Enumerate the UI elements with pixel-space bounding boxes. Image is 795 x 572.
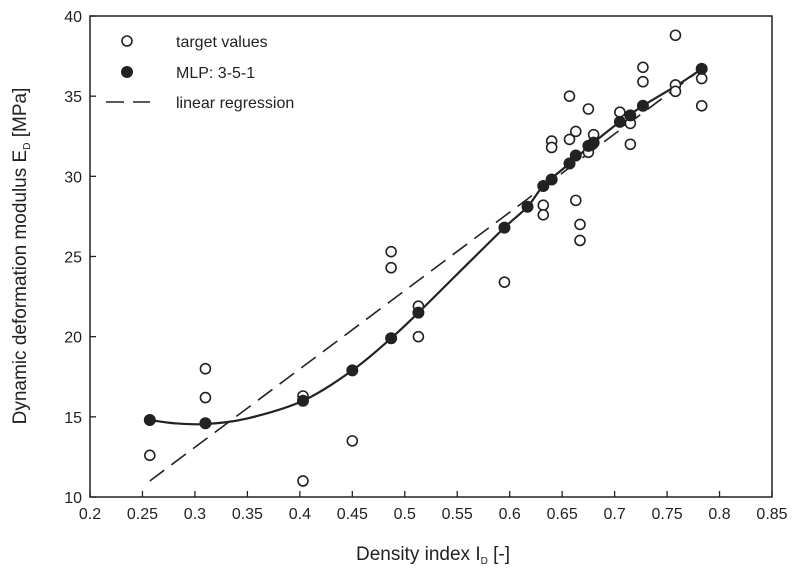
target-value-point (537, 199, 550, 211)
target-value-point (695, 72, 708, 85)
y-tick-label: 30 (64, 169, 82, 186)
y-tick-label: 10 (64, 490, 82, 507)
y-tick-label: 40 (64, 9, 82, 26)
target-value-point (199, 362, 212, 375)
y-tick-label: 15 (64, 410, 82, 427)
target-value-point (498, 276, 511, 288)
target-value-point (563, 90, 576, 102)
target-value-point (582, 103, 595, 115)
x-tick-label: 0.7 (603, 506, 625, 523)
target-value-point (199, 391, 212, 404)
target-value-point (669, 29, 682, 42)
target-value-point (412, 330, 425, 343)
target-value-point (574, 234, 586, 247)
x-tick-label: 0.85 (756, 506, 787, 523)
target-value-point (346, 435, 359, 447)
ticks-layer: 0.2 0.25 0.3 0.35 0.4 0.45 0.5 0.55 0.6 0.65 0.7 0.… (64, 9, 787, 523)
x-tick-label: 0.25 (127, 506, 158, 523)
mlp-point (545, 173, 558, 186)
target-value-point (563, 133, 576, 146)
legend-marker-target-values (121, 35, 133, 47)
target-value-point (637, 61, 649, 74)
mlp-point (199, 417, 212, 430)
x-axis-title-unit: [-] (488, 544, 510, 565)
x-tick-label: 0.75 (652, 506, 683, 523)
plot-frame (89, 15, 773, 498)
mlp-point (569, 149, 582, 162)
legend: target values MLP: 3-5-1 linear regressi… (106, 34, 294, 112)
target-value-point (537, 209, 550, 221)
mlp-point (537, 179, 550, 192)
mlp-point (498, 221, 511, 234)
regression-layer (149, 68, 703, 482)
mlp-point (346, 364, 359, 377)
target-value-point (144, 449, 156, 462)
x-axis-title: Density index ID [-] (356, 544, 510, 567)
target-value-point (545, 141, 558, 154)
y-tick-label: 35 (64, 89, 82, 106)
y-tick-label: 25 (64, 250, 82, 267)
target-value-point (297, 475, 309, 487)
x-tick-label: 0.4 (289, 506, 311, 523)
mlp-point (296, 394, 309, 407)
y-axis-title-unit: [MPa] (10, 88, 31, 143)
target-value-point (574, 218, 586, 231)
y-tick-label: 20 (64, 330, 82, 347)
legend-label-linear-regression: linear regression (176, 95, 294, 112)
x-tick-label: 0.2 (79, 506, 101, 523)
y-axis-title-main: Dynamic deformation modulus E (10, 150, 31, 425)
target-value-point (637, 75, 649, 88)
legend-label-target-values: target values (176, 34, 268, 51)
x-tick-label: 0.45 (337, 506, 368, 523)
points-layer (143, 29, 708, 487)
mlp-point (613, 115, 626, 128)
mlp-point (636, 99, 649, 112)
target-value-point (385, 245, 397, 258)
mlp-point (624, 109, 637, 122)
mlp-point (521, 200, 534, 213)
target-value-point (385, 261, 397, 274)
x-tick-label: 0.6 (499, 506, 521, 523)
x-axis-title-main: Density index I (356, 544, 481, 565)
x-tick-label: 0.55 (442, 506, 473, 523)
y-axis-title: Dynamic deformation modulus ED [MPa] (10, 88, 33, 425)
x-tick-label: 0.3 (184, 506, 206, 523)
y-axis-title-subscript: D (22, 143, 33, 150)
x-tick-label: 0.35 (232, 506, 263, 523)
mlp-point (385, 332, 398, 345)
mlp-point (695, 62, 708, 75)
mlp-point (563, 157, 576, 170)
target-value-point (569, 125, 582, 138)
target-value-point (569, 194, 582, 207)
mlp-point (587, 136, 600, 149)
target-value-point (624, 138, 637, 151)
legend-label-mlp: MLP: 3-5-1 (176, 65, 255, 82)
x-tick-label: 0.5 (394, 506, 416, 523)
mlp-point (412, 306, 425, 319)
legend-marker-mlp (121, 66, 133, 78)
x-tick-label: 0.65 (547, 506, 578, 523)
linear-regression-line (149, 68, 703, 482)
target-value-point (669, 85, 682, 98)
x-axis-title-subscript: D (481, 556, 488, 567)
target-value-point (695, 99, 708, 112)
mlp-point (143, 414, 156, 427)
x-tick-label: 0.8 (708, 506, 730, 523)
